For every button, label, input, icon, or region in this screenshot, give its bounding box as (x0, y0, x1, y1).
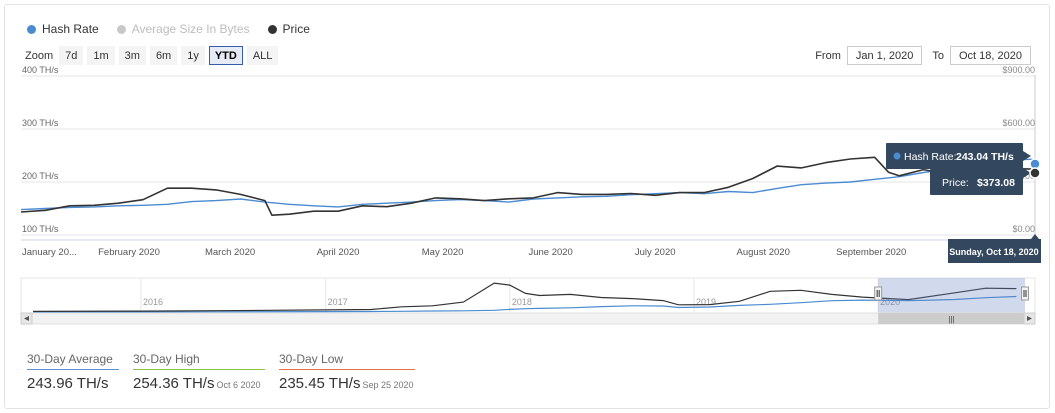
tooltip-hash-dot (893, 152, 901, 160)
x-axis-tick: September 2020 (836, 247, 906, 258)
tooltip-hash-label: Hash Rate: (904, 151, 957, 163)
tooltip: Hash Rate: 243.04 TH/s Price: $373.08 Su… (886, 75, 1041, 263)
stat-date: Oct 6 2020 (216, 380, 261, 390)
tooltip-hash-value: 243.04 TH/s (956, 151, 1014, 163)
stat-30-day-low: 30-Day Low 235.45 TH/s Sep 25 2020 (279, 352, 415, 392)
legend-dot-average-size (116, 24, 126, 34)
x-axis-tick: April 2020 (317, 247, 360, 258)
navigator-handle-left (874, 286, 883, 301)
legend-dot-hash-rate (27, 24, 36, 34)
zoom-button-7d[interactable]: 7d (59, 46, 84, 65)
navigator-series-price (32, 282, 1017, 312)
navigator-frame (20, 277, 1036, 314)
stat-value: 243.96 TH/s (27, 375, 109, 392)
legend-label-hash-rate: Hash Rate (42, 22, 99, 36)
stat-label: 30-Day Low (279, 352, 415, 370)
x-axis-tick: June 2020 (528, 247, 572, 258)
y-axis-right-tick: $600.00 (1002, 118, 1035, 128)
range-from-label: From (815, 49, 841, 62)
navigator-year-label: 2017 (328, 297, 348, 307)
zoom-button-1m[interactable]: 1m (87, 46, 115, 65)
legend: Hash Rate Average Size In Bytes Price (27, 21, 310, 37)
tooltip-date: Sunday, Oct 18, 2020 (949, 247, 1038, 257)
legend-dot-price (267, 24, 277, 34)
navigator-series-hash-rate (33, 295, 1017, 313)
x-axis-tick: July 2020 (635, 247, 676, 258)
stat-value: 235.45 TH/s Sep 25 2020 (279, 375, 414, 392)
series-line-hash-rate (20, 158, 1036, 211)
x-axis-tick: May 2020 (422, 247, 464, 258)
y-axis-left-tick: 100 TH/s (22, 224, 59, 234)
stats-row: 30-Day Average 243.96 TH/s 30-Day High 2… (27, 352, 415, 392)
y-axis-right-tick: $0.00 (1012, 224, 1035, 234)
stat-label: 30-Day High (133, 352, 265, 370)
legend-item-hash-rate[interactable]: Hash Rate (27, 21, 99, 37)
y-axis-left-tick: 200 TH/s (22, 171, 59, 181)
x-axis-tick: March 2020 (205, 247, 255, 258)
zoom-button-3m[interactable]: 3m (118, 46, 146, 65)
tooltip-hash-box (886, 143, 1023, 169)
legend-item-price[interactable]: Price (267, 21, 310, 37)
zoom-button-all[interactable]: ALL (246, 46, 279, 65)
stat-30-day-average: 30-Day Average 243.96 TH/s (27, 352, 119, 392)
legend-label-price: Price (282, 22, 310, 36)
range-from-input[interactable]: Jan 1, 2020 (846, 46, 923, 65)
stat-value: 254.36 TH/s Oct 6 2020 (133, 375, 261, 392)
tooltip-price-box (930, 169, 1023, 195)
navigator[interactable]: 2016 2017 2018 2019 2020 ||| (20, 277, 1036, 325)
legend-label-average-size: Average Size In Bytes (131, 22, 250, 36)
tooltip-hash-pointer (1023, 151, 1031, 161)
chevron-right-icon (1027, 316, 1032, 321)
tooltip-price-value: $373.08 (977, 177, 1015, 189)
navigator-selection (878, 278, 1025, 313)
navigator-year-label: 2019 (696, 297, 716, 307)
x-axis-tick: August 2020 (737, 247, 790, 258)
stat-date: Sep 25 2020 (362, 380, 414, 390)
range-to-label: To (932, 49, 944, 62)
tooltip-date-pointer (1031, 234, 1039, 239)
date-range: From Jan 1, 2020 To Oct 18, 2020 (815, 46, 1031, 65)
navigator-year-label: 2016 (143, 297, 163, 307)
zoom-toolbar: Zoom 7d 1m 3m 6m 1y YTD ALL (25, 46, 279, 65)
navigator-year-label: 2020 (880, 297, 900, 307)
range-to-input[interactable]: Oct 18, 2020 (950, 46, 1031, 65)
stat-30-day-high: 30-Day High 254.36 TH/s Oct 6 2020 (133, 352, 265, 392)
x-axis-tick: January 20... (22, 247, 77, 258)
y-axis-right-tick: $900.00 (1002, 65, 1035, 75)
zoom-button-6m[interactable]: 6m (149, 46, 178, 65)
zoom-button-ytd[interactable]: YTD (208, 46, 243, 65)
navigator-handle-right (1021, 286, 1029, 301)
tooltip-price-pointer (1023, 168, 1031, 178)
scrollbar-grip-icon: ||| (948, 315, 954, 324)
x-axis-tick: February 2020 (98, 247, 160, 258)
zoom-button-1y[interactable]: 1y (181, 46, 205, 65)
series-line-price (20, 156, 1036, 216)
chart-card: Hash Rate Average Size In Bytes Price Zo… (4, 4, 1050, 409)
zoom-label: Zoom (25, 49, 54, 62)
stat-label: 30-Day Average (27, 352, 119, 370)
navigator-year-label: 2018 (512, 297, 532, 307)
tooltip-price-label: Price: (942, 177, 969, 189)
tooltip-date-box (948, 239, 1041, 263)
legend-item-average-size[interactable]: Average Size In Bytes (116, 21, 250, 37)
scrollbar-thumb (878, 313, 1025, 324)
y-axis-left-tick: 300 TH/s (22, 118, 59, 128)
y-axis-left-tick: 400 TH/s (22, 65, 59, 75)
hover-point-price (1029, 167, 1041, 179)
chevron-left-icon (24, 316, 29, 321)
